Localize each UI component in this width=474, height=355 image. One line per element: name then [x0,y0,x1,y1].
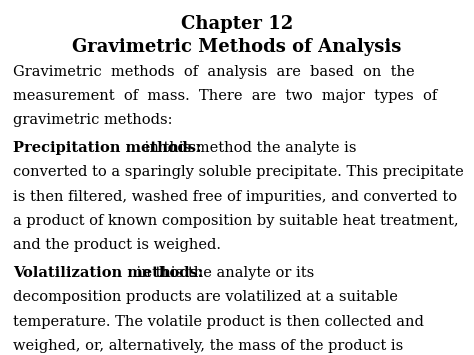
Text: gravimetric methods:: gravimetric methods: [13,113,173,127]
Text: in this the analyte or its: in this the analyte or its [132,266,314,280]
Text: measurement  of  mass.  There  are  two  major  types  of: measurement of mass. There are two major… [13,89,438,103]
Text: Volatilization methods:: Volatilization methods: [13,266,203,280]
Text: Precipitation methods:: Precipitation methods: [13,141,202,155]
Text: and the product is weighed.: and the product is weighed. [13,238,221,252]
Text: Gravimetric  methods  of  analysis  are  based  on  the: Gravimetric methods of analysis are base… [13,65,415,78]
Text: Chapter 12: Chapter 12 [181,15,293,33]
Text: a product of known composition by suitable heat treatment,: a product of known composition by suitab… [13,214,459,228]
Text: Gravimetric Methods of Analysis: Gravimetric Methods of Analysis [73,38,401,56]
Text: decomposition products are volatilized at a suitable: decomposition products are volatilized a… [13,290,398,304]
Text: in this method the analyte is: in this method the analyte is [140,141,357,155]
Text: is then filtered, washed free of impurities, and converted to: is then filtered, washed free of impurit… [13,190,457,203]
Text: weighed, or, alternatively, the mass of the product is: weighed, or, alternatively, the mass of … [13,339,403,353]
Text: temperature. The volatile product is then collected and: temperature. The volatile product is the… [13,315,424,328]
Text: converted to a sparingly soluble precipitate. This precipitate: converted to a sparingly soluble precipi… [13,165,464,179]
